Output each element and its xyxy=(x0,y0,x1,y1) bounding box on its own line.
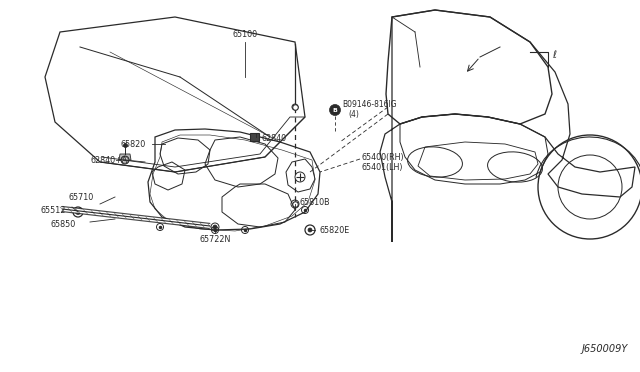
Text: (4): (4) xyxy=(348,109,359,119)
Circle shape xyxy=(308,228,312,232)
Text: 65710: 65710 xyxy=(68,192,93,202)
Circle shape xyxy=(121,156,129,164)
Polygon shape xyxy=(119,154,131,160)
Text: 65820: 65820 xyxy=(120,140,145,148)
Circle shape xyxy=(213,225,217,229)
Text: 62840+A: 62840+A xyxy=(90,155,127,164)
FancyBboxPatch shape xyxy=(250,133,259,141)
Text: 65100: 65100 xyxy=(232,30,257,39)
Text: B: B xyxy=(333,108,337,112)
Text: 65512: 65512 xyxy=(40,205,65,215)
Text: 65820E: 65820E xyxy=(320,225,350,234)
Text: J650009Y: J650009Y xyxy=(582,344,628,354)
Text: 65400(RH): 65400(RH) xyxy=(362,153,404,161)
Circle shape xyxy=(76,209,81,215)
Text: 65401(LH): 65401(LH) xyxy=(362,163,403,171)
Text: $\ell$: $\ell$ xyxy=(552,48,557,60)
Text: B09146-816IG: B09146-816IG xyxy=(342,99,397,109)
Text: 65850: 65850 xyxy=(50,219,76,228)
Circle shape xyxy=(330,105,340,115)
Text: 65722N: 65722N xyxy=(200,235,232,244)
Text: 62840: 62840 xyxy=(262,134,287,142)
Text: 65810B: 65810B xyxy=(300,198,331,206)
